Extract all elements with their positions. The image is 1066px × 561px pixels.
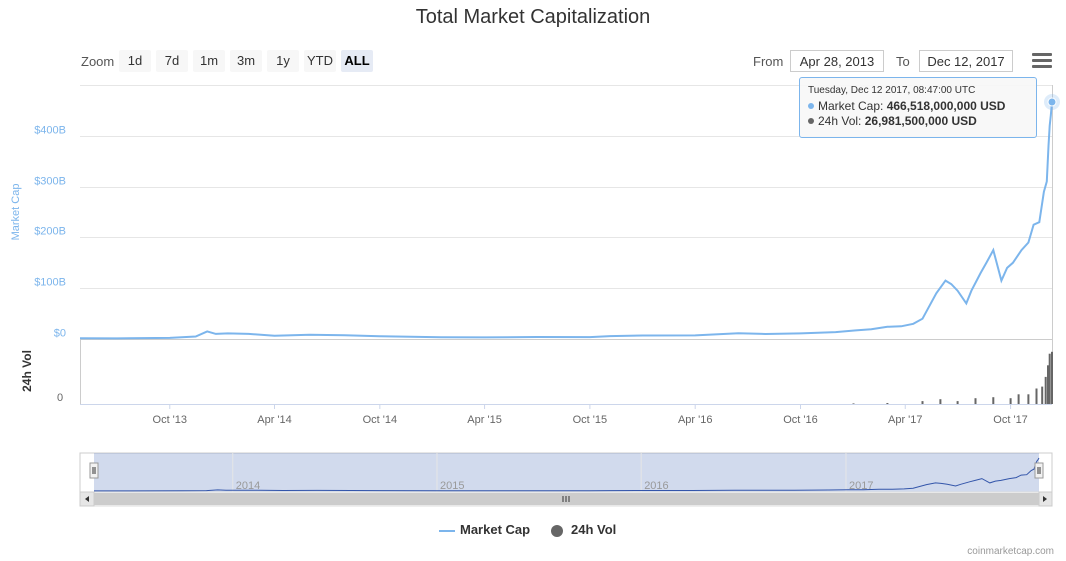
volume-axis-title: 24h Vol (20, 350, 34, 392)
volume-bar (886, 403, 889, 404)
tooltip-market-cap-value: 466,518,000,000 USD (886, 99, 1006, 113)
x-tick-label: Apr '16 (678, 414, 713, 426)
scrollbar-grip-icon (562, 496, 570, 502)
y-tick-label: $300B (34, 176, 66, 188)
volume-bar (956, 401, 959, 404)
x-tick-label: Apr '15 (467, 414, 502, 426)
volume-bar (992, 397, 995, 404)
y-axis-title: Market Cap (10, 184, 22, 241)
volume-bar (1027, 394, 1030, 404)
chart-title: Total Market Capitalization (415, 6, 651, 28)
tooltip-row-volume: 24h Vol: 26,981,500,000 USD (808, 114, 1028, 129)
scroll-right-arrow-icon (1043, 496, 1047, 502)
zoom-1d-button[interactable]: 1d (119, 50, 151, 72)
x-axis-ticks: Oct '13 Apr '14 Oct '14 Apr '15 Oct '15 Apr '… (153, 404, 1028, 426)
volume-bar (1047, 365, 1049, 404)
tooltip-series-name: Market Cap (818, 99, 881, 113)
volume-bar (1035, 388, 1038, 404)
volume-bar (1044, 376, 1047, 404)
menu-bar (1032, 65, 1052, 68)
volume-bar (1017, 394, 1020, 404)
x-tick-label: Oct '13 (153, 414, 188, 426)
volume-bar (1048, 353, 1051, 404)
menu-bar (1032, 59, 1052, 62)
navigator-left-handle[interactable] (89, 462, 99, 479)
zoom-ytd-button[interactable]: YTD (304, 50, 336, 72)
y-axis-ticks: $0 $100B $200B $300B $400B (34, 125, 66, 340)
y-tick-label: $200B (34, 226, 66, 238)
y-tick-label: $100B (34, 277, 66, 289)
zoom-3m-button[interactable]: 3m (230, 50, 262, 72)
x-tick-label: Oct '17 (993, 414, 1028, 426)
range-to-input[interactable]: Dec 12, 2017 (919, 50, 1013, 72)
navigator-selected-range[interactable] (94, 453, 1039, 492)
zoom-1m-button[interactable]: 1m (193, 50, 225, 72)
credits-link[interactable]: coinmarketcap.com (967, 546, 1054, 557)
navigator-tick-label: 2017 (849, 480, 873, 492)
legend-market-cap-label[interactable]: Market Cap (460, 522, 531, 537)
hamburger-menu-icon[interactable] (1032, 53, 1052, 69)
navigator-ticks: 2014 2015 2016 2017 (232, 453, 873, 492)
x-tick-label: Apr '17 (888, 414, 923, 426)
navigator-tick-label: 2015 (440, 480, 464, 492)
volume-series (852, 351, 1053, 404)
zoom-1y-button[interactable]: 1y (267, 50, 299, 72)
zoom-7d-button[interactable]: 7d (156, 50, 188, 72)
volume-bar (974, 398, 977, 404)
volume-bar (921, 401, 924, 404)
legend-volume-label[interactable]: 24h Vol (571, 522, 617, 537)
x-tick-label: Oct '15 (573, 414, 608, 426)
y-tick-label: $400B (34, 125, 66, 137)
tooltip-date: Tuesday, Dec 12 2017, 08:47:00 UTC (808, 85, 976, 96)
scroll-left-arrow-icon (85, 496, 89, 502)
range-to-label: To (896, 54, 910, 69)
volume-axis-zero: 0 (57, 392, 63, 404)
navigator[interactable]: 2014 2015 2016 2017 (79, 452, 1053, 493)
x-tick-label: Apr '14 (257, 414, 292, 426)
navigator-background (79, 452, 1053, 493)
navigator-right-handle[interactable] (1034, 462, 1044, 479)
volume-bar (1009, 398, 1012, 404)
tooltip-volume-dot-icon (808, 118, 814, 124)
legend-circle-icon (551, 525, 563, 537)
tooltip-volume-value: 26,981,500,000 USD (864, 114, 977, 128)
range-from-label: From (753, 54, 784, 69)
tooltip-market-cap-dot-icon (808, 103, 814, 109)
tooltip-series-name: 24h Vol (818, 114, 859, 128)
y-tick-label: $0 (54, 328, 66, 340)
menu-bar (1032, 53, 1052, 56)
x-tick-label: Oct '14 (363, 414, 398, 426)
tooltip-row-market-cap: Market Cap: 466,518,000,000 USD (808, 99, 1028, 114)
range-from-input[interactable]: Apr 28, 2013 (790, 50, 884, 72)
legend-volume[interactable] (551, 525, 563, 537)
navigator-scrollbar[interactable] (79, 491, 1053, 507)
navigator-tick-label: 2014 (236, 480, 260, 492)
hover-marker (1047, 97, 1057, 107)
volume-bar (939, 399, 942, 404)
navigator-series-line (94, 457, 1040, 492)
zoom-label: Zoom (81, 54, 115, 69)
zoom-all-button[interactable]: ALL (341, 50, 373, 72)
market-cap-series-line (79, 101, 1053, 340)
volume-bar (1051, 351, 1053, 404)
x-tick-label: Oct '16 (783, 414, 818, 426)
tooltip: Tuesday, Dec 12 2017, 08:47:00 UTC Marke… (799, 77, 1037, 138)
navigator-tick-label: 2016 (644, 480, 668, 492)
volume-bar (852, 403, 855, 404)
volume-bar (1041, 386, 1044, 404)
